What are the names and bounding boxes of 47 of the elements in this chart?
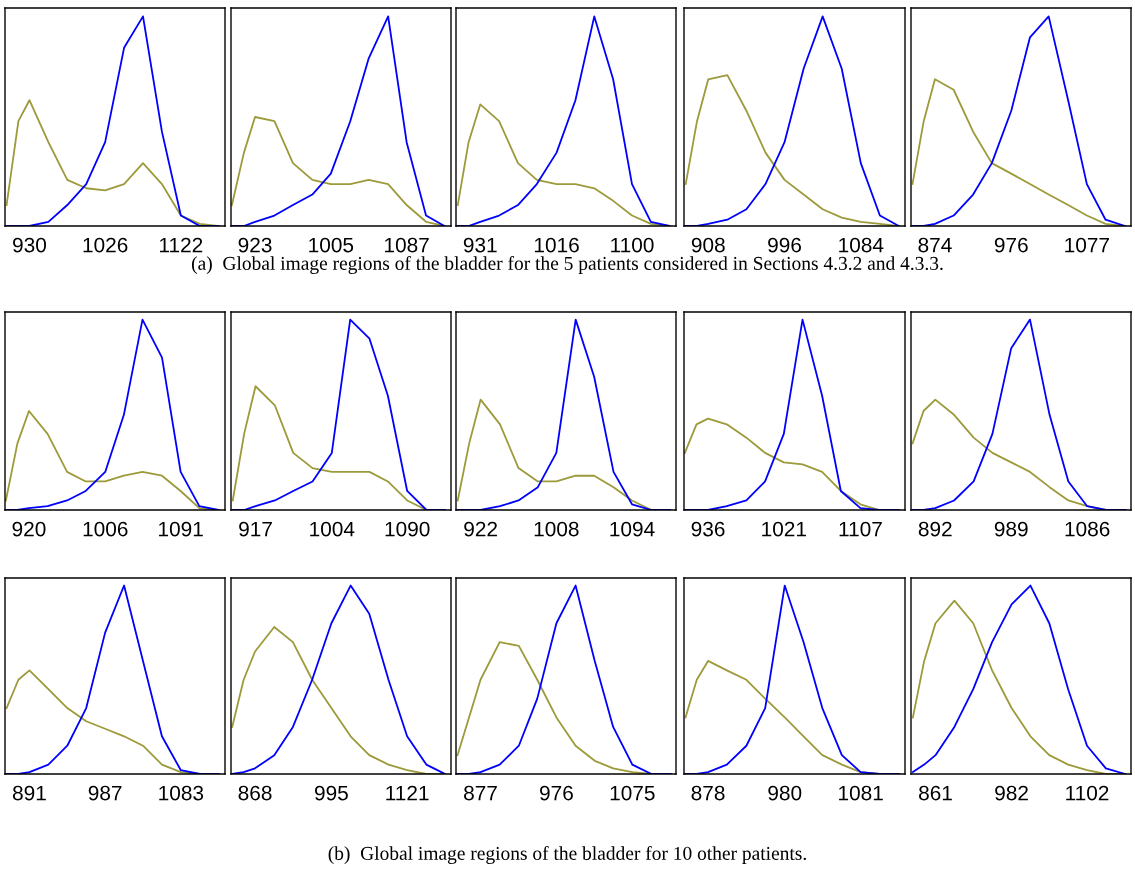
x-tick-label: 976 bbox=[540, 785, 573, 801]
x-tick-label: 1094 bbox=[610, 521, 655, 537]
x-tick-label: 1086 bbox=[1065, 521, 1110, 537]
x-tick-label: 1084 bbox=[839, 237, 884, 253]
x-tick-label: 1100 bbox=[611, 237, 654, 253]
x-tick-label: 996 bbox=[768, 237, 801, 253]
x-tick-label: 1008 bbox=[534, 521, 579, 537]
x-tick-label: 920 bbox=[12, 521, 46, 537]
x-tick-label: 1004 bbox=[310, 521, 355, 537]
x-tick-label: 1005 bbox=[309, 237, 354, 253]
x-tick-label: 976 bbox=[994, 237, 1028, 253]
x-tick-label: 1077 bbox=[1065, 237, 1109, 253]
x-tick-label: 1102 bbox=[1066, 785, 1109, 801]
x-tick-label: 874 bbox=[918, 237, 952, 253]
x-tick-label: 1087 bbox=[385, 237, 429, 253]
x-tick-label: 995 bbox=[314, 785, 348, 801]
x-tick-label: 982 bbox=[995, 785, 1028, 801]
x-tick-label: 878 bbox=[691, 785, 725, 801]
x-tick-label: 1026 bbox=[83, 237, 128, 253]
x-tick-label: 1107 bbox=[839, 521, 882, 537]
text: (a) Global image regions of the bladder for the 5 patients considered in Sections 4.3.2 and 4.3.3. bbox=[191, 256, 943, 274]
x-tick-label: 1016 bbox=[534, 237, 579, 253]
x-tick-label: 891 bbox=[12, 785, 46, 801]
x-tick-label: 1122 bbox=[160, 237, 203, 253]
x-tick-label: 892 bbox=[918, 521, 952, 537]
x-tick-label: 989 bbox=[994, 521, 1028, 537]
x-tick-label: 931 bbox=[463, 237, 497, 253]
x-tick-label: 1021 bbox=[762, 521, 806, 537]
x-tick-label: 877 bbox=[464, 785, 497, 801]
x-tick-label: 868 bbox=[238, 785, 272, 801]
x-tick-label: 1075 bbox=[610, 785, 655, 801]
x-tick-label: 1091 bbox=[159, 521, 203, 537]
x-tick-label: 922 bbox=[464, 521, 497, 537]
x-tick-label: 861 bbox=[919, 785, 952, 801]
x-tick-label: 936 bbox=[691, 521, 725, 537]
x-tick-label: 1006 bbox=[83, 521, 128, 537]
x-tick-label: 1083 bbox=[159, 785, 204, 801]
x-tick-label: 1081 bbox=[839, 785, 883, 801]
x-tick-label: 1090 bbox=[385, 521, 430, 537]
x-tick-label: 930 bbox=[13, 237, 47, 253]
x-tick-label: 987 bbox=[88, 785, 122, 801]
x-tick-label: 908 bbox=[691, 237, 725, 253]
x-tick-label: 980 bbox=[768, 785, 802, 801]
x-tick-label: 923 bbox=[238, 237, 272, 253]
x-tick-label: 917 bbox=[239, 521, 272, 537]
x-tick-label: 1121 bbox=[386, 785, 429, 801]
text: (b) Global image regions of the bladder for 10 other patients. bbox=[328, 846, 806, 864]
